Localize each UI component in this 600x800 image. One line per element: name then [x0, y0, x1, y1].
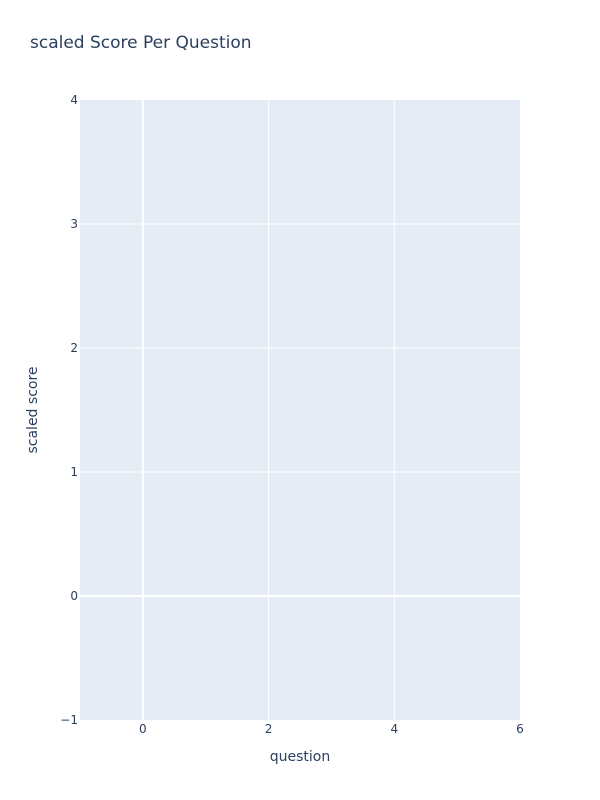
- x-tick-label: 6: [516, 722, 524, 736]
- y-axis-ticks: −1 0 1 2 3 4: [60, 93, 78, 727]
- y-tick-label: 0: [70, 589, 78, 603]
- x-tick-label: 0: [139, 722, 147, 736]
- x-tick-label: 2: [265, 722, 273, 736]
- x-axis-ticks: 0 2 4 6: [139, 722, 524, 736]
- y-tick-label: 3: [70, 217, 78, 231]
- grid-lines: [80, 100, 520, 720]
- plot-area: [80, 100, 520, 720]
- y-tick-label: −1: [60, 713, 78, 727]
- y-tick-label: 1: [70, 465, 78, 479]
- x-axis-title: question: [270, 749, 330, 765]
- y-axis-title: scaled score: [25, 366, 41, 453]
- x-tick-label: 4: [390, 722, 398, 736]
- y-tick-label: 4: [70, 93, 78, 107]
- y-tick-label: 2: [70, 341, 78, 355]
- chart-title: scaled Score Per Question: [30, 33, 252, 53]
